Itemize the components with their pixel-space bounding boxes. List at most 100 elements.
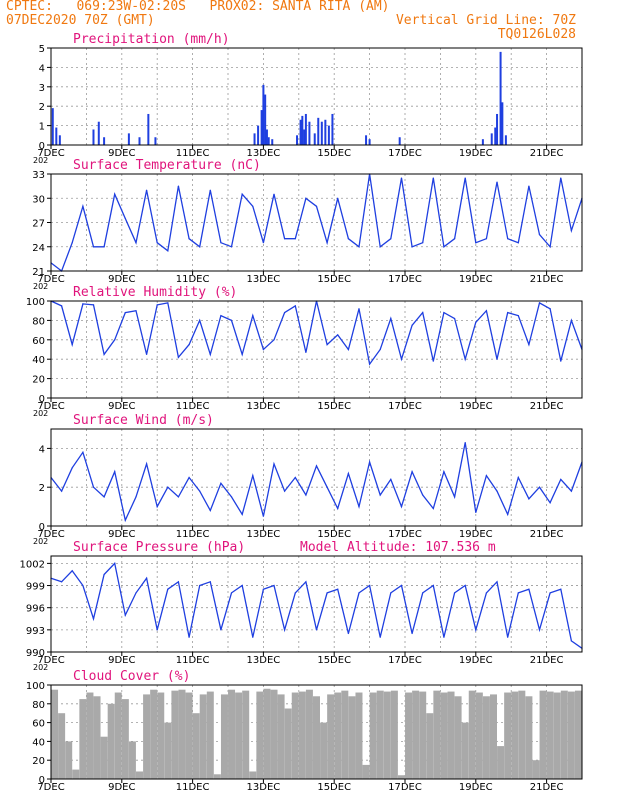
pressure-ytick-label: 999 <box>26 582 45 593</box>
pressure-point <box>284 629 286 631</box>
pressure-xtick-label: 15DEC <box>317 655 351 666</box>
pressure-point <box>145 577 148 579</box>
cloud-bar <box>447 691 455 779</box>
wind-point <box>560 478 562 481</box>
cloud-bar <box>178 689 186 779</box>
humidity-point <box>379 348 381 351</box>
temperature-xtick-label: 13DEC <box>247 274 281 285</box>
humidity-point <box>422 312 424 314</box>
cloud-bar <box>504 692 512 779</box>
cloud-bar <box>284 708 292 779</box>
precip-bar <box>499 51 502 145</box>
cloud-bar <box>228 689 236 779</box>
precip-bar <box>262 84 265 145</box>
temperature-point <box>82 205 84 207</box>
wind-point <box>464 441 466 444</box>
pressure-point <box>156 629 158 631</box>
cloud-xtick-label: 11DEC <box>176 782 210 793</box>
cloud-bar <box>405 692 413 779</box>
pressure-point <box>379 636 381 638</box>
wind-point <box>92 486 95 488</box>
humidity-point <box>496 358 498 360</box>
temperature-xtick-label: 11DEC <box>176 274 210 285</box>
pressure-point <box>262 588 264 590</box>
precip-bar <box>324 119 327 145</box>
temperature-point <box>241 193 243 195</box>
precip-bar <box>496 113 499 145</box>
cloud-bar <box>412 690 420 779</box>
humidity-point <box>167 302 169 304</box>
humidity-point <box>369 363 371 365</box>
cloud-xtick-label: 9DEC <box>108 782 135 793</box>
cloud-bar <box>263 688 271 779</box>
wind-point <box>369 461 371 463</box>
precip-ytick-label: 3 <box>39 83 45 94</box>
cloud-frame <box>50 684 583 780</box>
humidity-series-line <box>50 300 583 366</box>
precip-bar <box>127 133 130 145</box>
pressure-xtick-label: 7DEC <box>37 655 64 666</box>
header-date: 07DEC2020 70Z (GMT) <box>6 13 155 28</box>
cloud-bar <box>305 689 313 779</box>
wind-point <box>199 490 201 492</box>
wind-point <box>114 471 116 473</box>
temperature-point <box>294 238 296 240</box>
temperature-point <box>124 217 126 220</box>
precip-bar <box>260 110 263 145</box>
humidity-point <box>284 312 286 314</box>
cloud-xtick-label: 17DEC <box>388 782 422 793</box>
wind-point <box>453 496 456 498</box>
humidity-xtick-label: 15DEC <box>317 401 351 412</box>
cloud-bar <box>143 694 151 779</box>
wind-point <box>538 486 541 488</box>
humidity-point <box>220 314 222 317</box>
temperature-point <box>305 197 307 199</box>
humidity-point <box>230 319 233 321</box>
temperature-ytick-label: 27 <box>32 219 45 230</box>
cloud-bar <box>482 696 490 779</box>
humidity-ytick-label: 0 <box>39 394 45 405</box>
humidity-point <box>61 305 63 307</box>
precip-bar <box>299 119 302 145</box>
temperature-point <box>188 238 190 240</box>
pressure-point <box>188 636 190 638</box>
cloud-bar <box>58 713 66 779</box>
pressure-point <box>560 588 562 590</box>
precip-bar <box>147 113 150 145</box>
pressure-point <box>103 573 105 576</box>
precip-bar <box>257 125 260 145</box>
humidity-point <box>358 308 360 310</box>
pressure-year-label: 202 <box>33 663 48 672</box>
temperature-point <box>252 205 254 207</box>
cloud-bar <box>220 694 228 779</box>
precip-ytick-label: 2 <box>39 102 45 113</box>
cloud-bar <box>334 692 342 779</box>
humidity-point <box>71 344 73 346</box>
humidity-xtick-label: 9DEC <box>108 401 135 412</box>
cloud-bar <box>397 775 405 779</box>
cloud-bar <box>525 696 533 779</box>
precip-xtick-label: 19DEC <box>459 148 493 159</box>
pressure-point <box>549 592 551 594</box>
temperature-point <box>517 242 519 244</box>
cloud-bar <box>150 689 158 779</box>
cloud-xtick-label: 7DEC <box>37 782 64 793</box>
cloud-bar <box>242 690 250 779</box>
pressure-ytick-label: 996 <box>26 604 45 615</box>
humidity-point <box>294 305 296 307</box>
temperature-point <box>549 246 551 248</box>
cloud-bar <box>539 690 547 779</box>
temperature-point <box>528 185 530 187</box>
precip-bar <box>304 113 307 145</box>
precip-bar <box>267 137 270 145</box>
cloud-bar <box>433 690 441 779</box>
humidity-point <box>337 334 339 336</box>
precip-bar <box>501 102 504 145</box>
temperature-point <box>390 238 392 240</box>
temperature-point <box>379 246 381 248</box>
cloud-bar <box>574 690 582 779</box>
pressure-ytick-label: 1002 <box>20 559 45 570</box>
precip-ytick-label: 4 <box>39 63 45 74</box>
cloud-ytick-label: 0 <box>39 775 45 786</box>
header-model-code: TQ0126L028 <box>497 27 576 42</box>
